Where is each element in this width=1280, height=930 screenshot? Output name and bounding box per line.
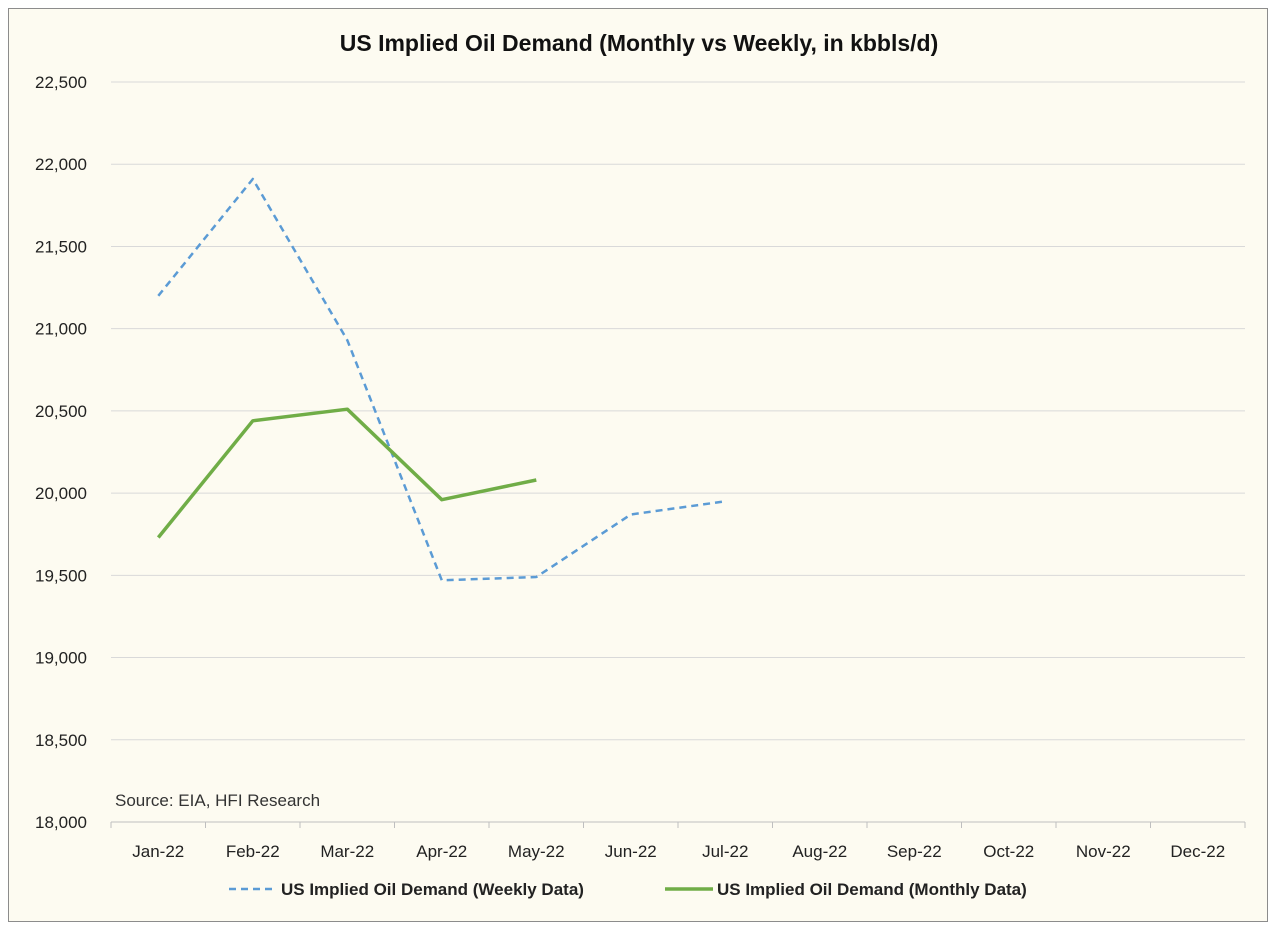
source-annotation: Source: EIA, HFI Research (115, 791, 320, 810)
y-tick-label: 21,500 (35, 237, 87, 256)
x-tick-label: Feb-22 (226, 842, 280, 861)
x-tick-label: Apr-22 (416, 842, 467, 861)
weekly-series-line (157, 177, 726, 582)
legend-label: US Implied Oil Demand (Monthly Data) (717, 880, 1027, 899)
monthly-series-line (156, 407, 537, 539)
y-tick-label: 19,500 (35, 566, 87, 585)
y-axis-ticks: 18,000 18,500 19,000 19,500 20,000 20,500 21,0… (35, 73, 87, 832)
y-tick-label: 20,500 (35, 402, 87, 421)
x-tick-label: Nov-22 (1076, 842, 1131, 861)
x-tick-label: Jan-22 (132, 842, 184, 861)
x-tick-label: Dec-22 (1170, 842, 1225, 861)
legend: US Implied Oil Demand (Weekly Data) US Im… (229, 880, 1027, 899)
x-tick-label: Mar-22 (320, 842, 374, 861)
y-tick-label: 21,000 (35, 320, 87, 339)
legend-label: US Implied Oil Demand (Weekly Data) (281, 880, 584, 899)
grid (111, 81, 1245, 741)
x-axis: Jan-22 Feb-22 Mar-22 Apr-22 May-22 Jun-22 Jul-… (110, 821, 1246, 861)
x-tick-label: May-22 (508, 842, 565, 861)
chart-title: US Implied Oil Demand (Monthly vs Weekly… (340, 30, 939, 56)
y-tick-label: 18,500 (35, 731, 87, 750)
y-tick-label: 18,000 (35, 813, 87, 832)
x-tick-label: Oct-22 (983, 842, 1034, 861)
y-tick-label: 19,000 (35, 649, 87, 668)
x-tick-label: Jun-22 (605, 842, 657, 861)
y-tick-label: 22,500 (35, 73, 87, 92)
chart-svg: US Implied Oil Demand (Monthly vs Weekly… (35, 30, 1246, 899)
series-group (156, 177, 726, 582)
chart-frame: US Implied Oil Demand (Monthly vs Weekly… (8, 8, 1268, 922)
x-tick-label: Aug-22 (792, 842, 847, 861)
x-tick-label: Sep-22 (887, 842, 942, 861)
x-tick-label: Jul-22 (702, 842, 748, 861)
y-tick-label: 22,000 (35, 155, 87, 174)
y-tick-label: 20,000 (35, 484, 87, 503)
